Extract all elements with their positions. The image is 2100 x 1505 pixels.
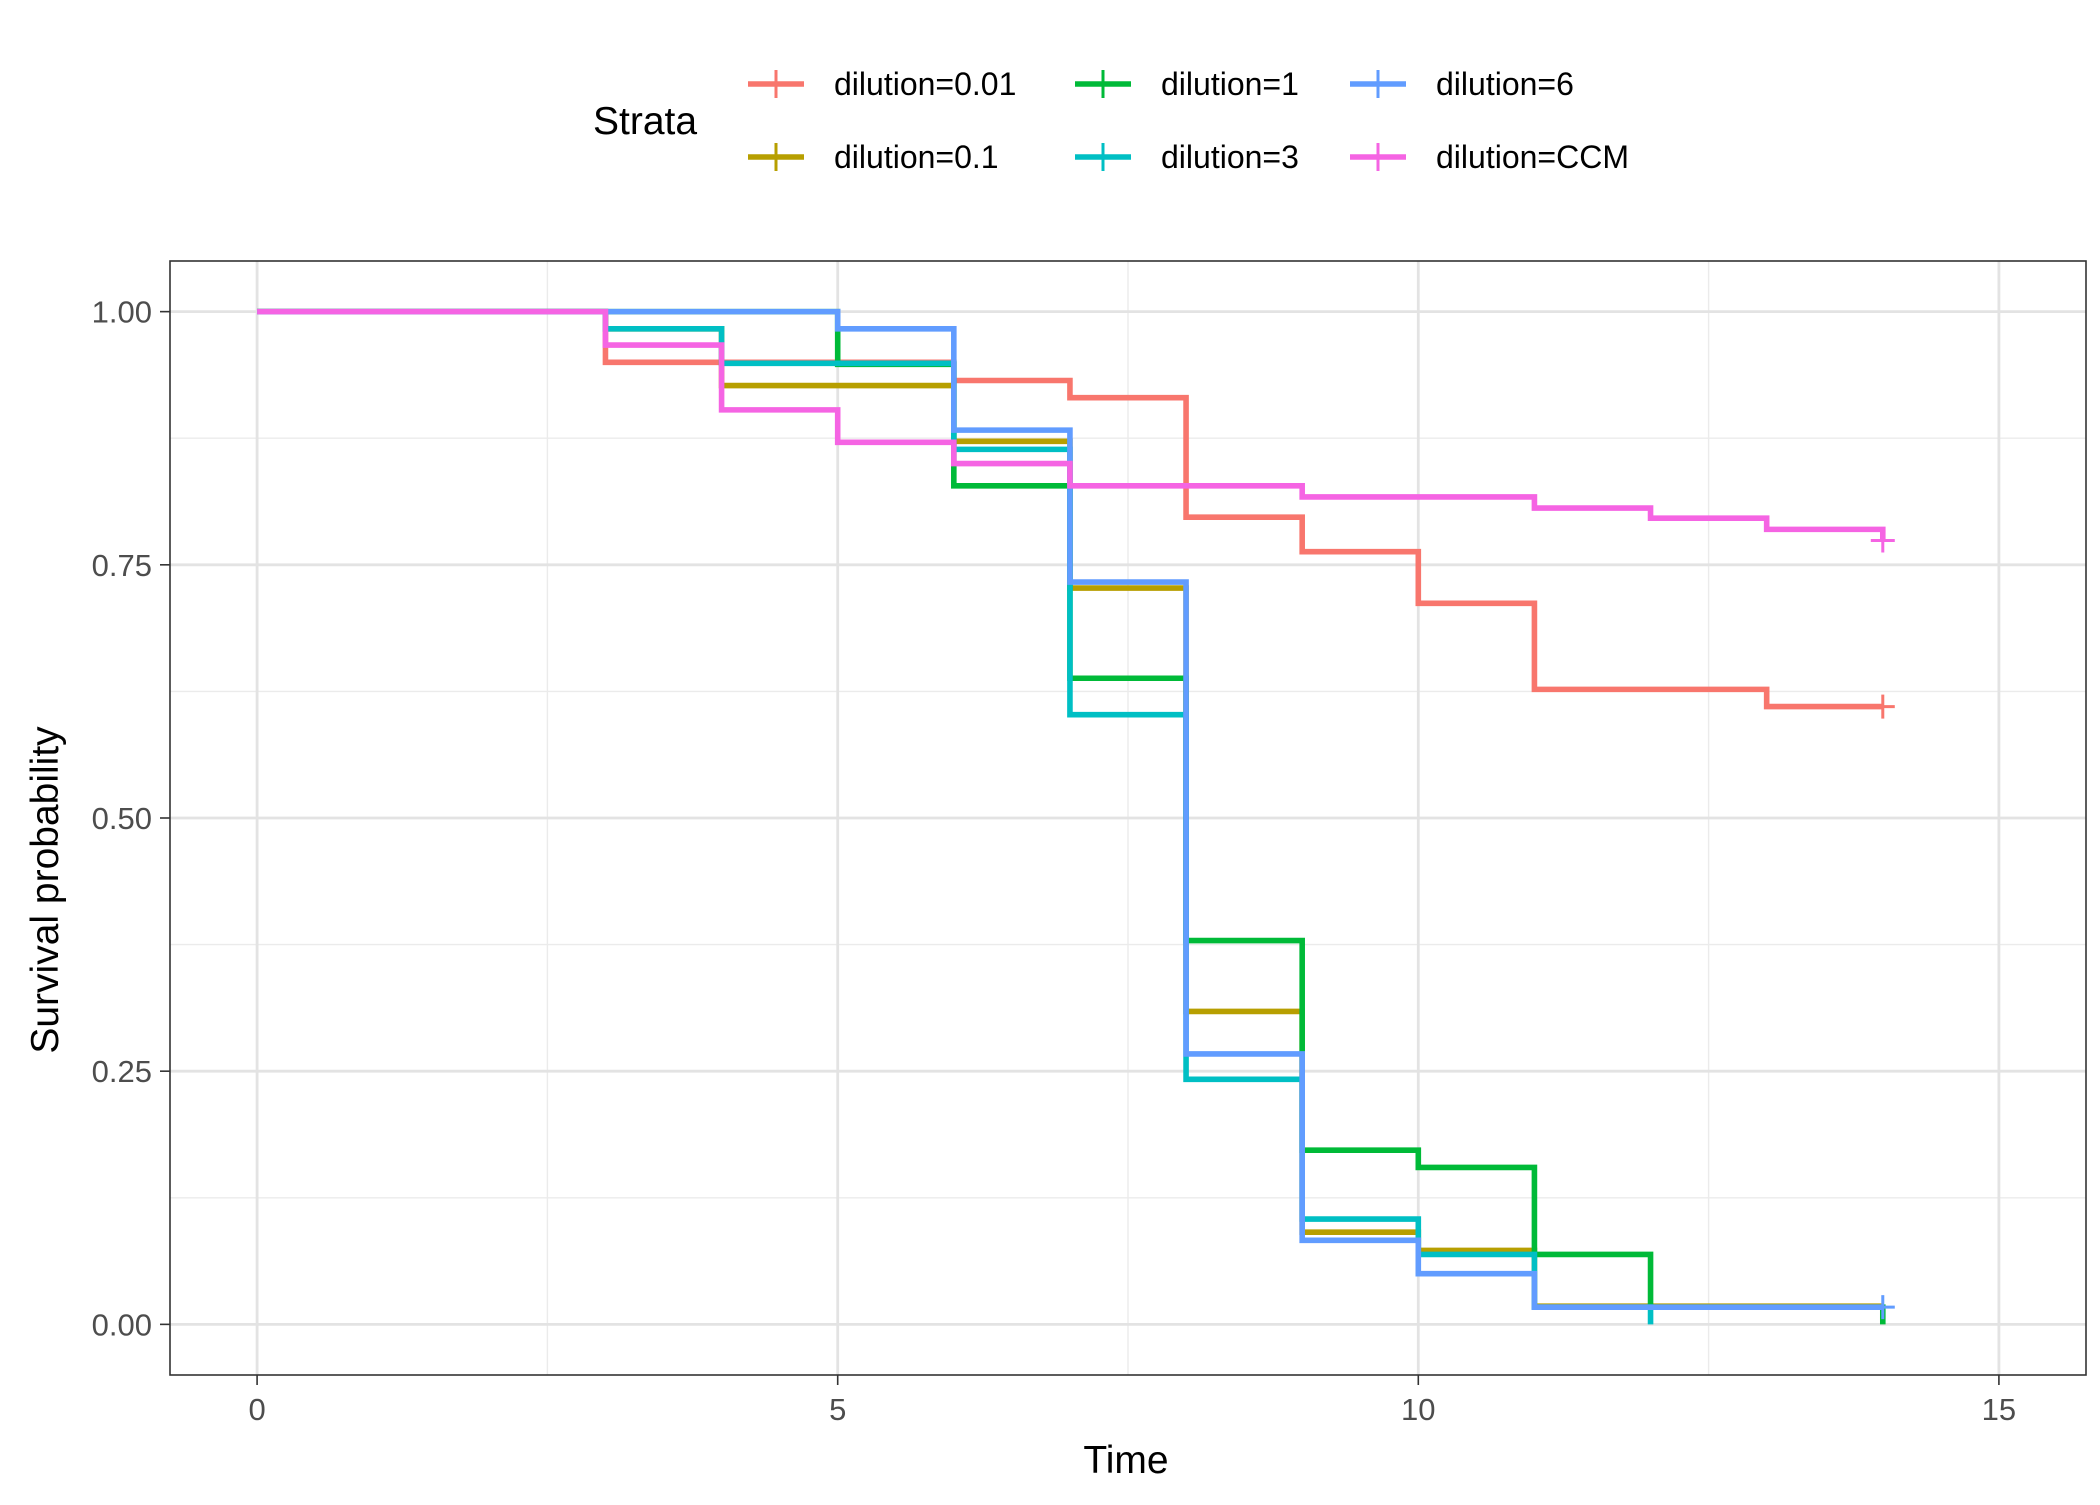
legend-label: dilution=3 <box>1161 139 1299 175</box>
y-tick-label: 0.25 <box>92 1054 152 1089</box>
legend-label: dilution=CCM <box>1436 139 1629 175</box>
legend-item-dilution-0-01: dilution=0.01 <box>748 66 1016 102</box>
legend-label: dilution=6 <box>1436 66 1574 102</box>
y-tick-label: 1.00 <box>92 295 152 330</box>
x-tick-label: 10 <box>1401 1392 1435 1427</box>
legend-label: dilution=0.1 <box>834 139 999 175</box>
y-tick-label: 0.00 <box>92 1307 152 1342</box>
series-lines <box>257 308 1895 1325</box>
legend-item-dilution-ccm: dilution=CCM <box>1350 139 1629 175</box>
x-tick-label: 5 <box>829 1392 846 1427</box>
y-tick-label: 0.50 <box>92 801 152 836</box>
axes: 0 5 10 15 0.00 0.25 0.50 0.75 1.00 <box>92 295 2016 1427</box>
y-tick-label: 0.75 <box>92 548 152 583</box>
x-tick-label: 15 <box>1982 1392 2016 1427</box>
legend-label: dilution=1 <box>1161 66 1299 102</box>
legend-item-dilution-1: dilution=1 <box>1075 66 1299 102</box>
legend-item-dilution-0-1: dilution=0.1 <box>748 139 999 175</box>
series-line-dilution-6 <box>257 308 1883 1310</box>
legend-title: Strata <box>593 100 697 143</box>
y-axis-label: Survival probability <box>24 726 67 1054</box>
x-axis-label: Time <box>1083 1439 1168 1482</box>
legend: Strata dilution=0.01 dilution=0.1 dilution… <box>593 66 1629 175</box>
legend-item-dilution-3: dilution=3 <box>1075 139 1299 175</box>
legend-item-dilution-6: dilution=6 <box>1350 66 1574 102</box>
series-line-dilution-ccm <box>257 308 1886 541</box>
legend-label: dilution=0.01 <box>834 66 1016 102</box>
x-tick-label: 0 <box>248 1392 265 1427</box>
